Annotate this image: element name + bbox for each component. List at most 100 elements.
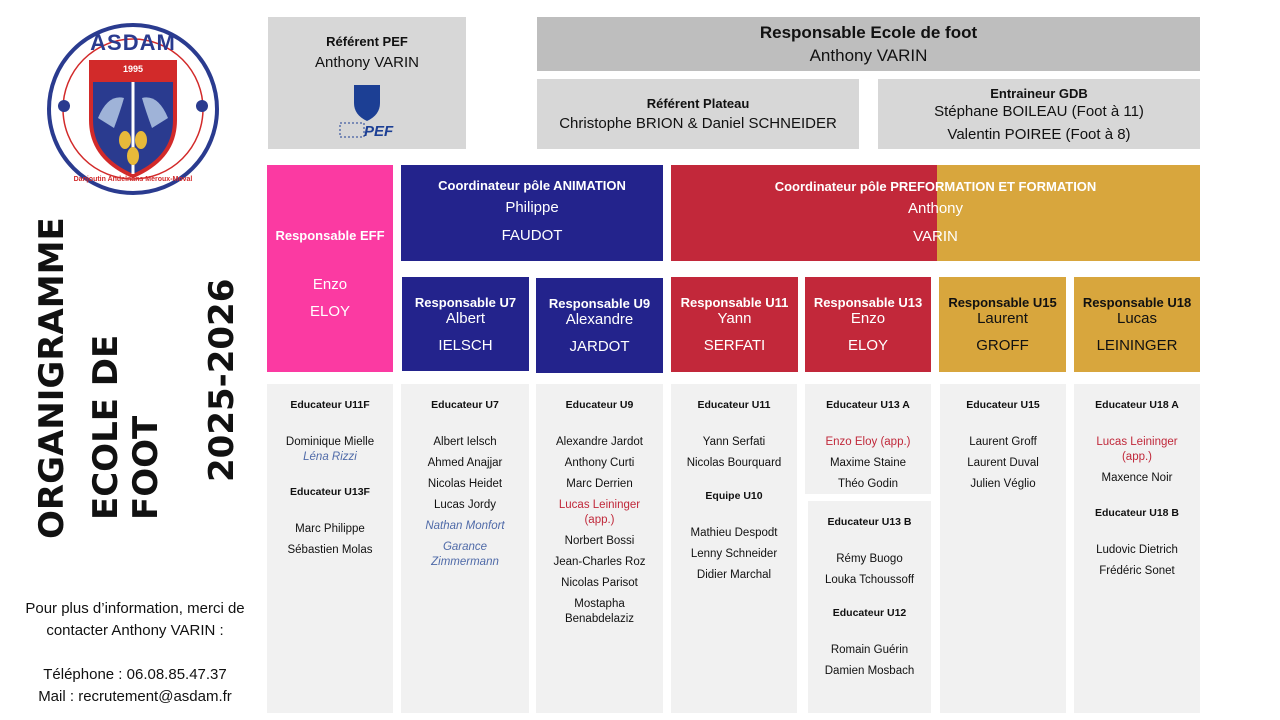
responsable-u11-role: Responsable U11 bbox=[680, 295, 789, 310]
educateur-u13f-name: Marc Philippe bbox=[295, 523, 365, 535]
educateur-u13a-name: Enzo Eloy (app.) bbox=[825, 436, 911, 448]
column-educateurs-u13a: Educateur U13 A Enzo Eloy (app.) Maxime … bbox=[805, 384, 931, 494]
box-responsable-u18: Responsable U18 Lucas LEININGER bbox=[1074, 277, 1200, 372]
educateur-u15-name: Laurent Duval bbox=[967, 457, 1039, 469]
responsable-u18-first: Lucas bbox=[1116, 310, 1158, 327]
entraineur-gdb-role: Entraineur GDB bbox=[990, 85, 1088, 101]
educateur-u11-name: Yann Serfati bbox=[702, 436, 766, 448]
box-referent-pef: Référent PEF Anthony VARIN FFF PEF bbox=[268, 17, 466, 149]
educateur-u9-name: Norbert Bossi bbox=[564, 535, 635, 547]
educateur-u7-title: Educateur U7 bbox=[431, 399, 499, 411]
responsable-u7-first: Albert bbox=[445, 309, 486, 327]
fff-shield-icon bbox=[339, 85, 380, 138]
responsable-u7-last: IELSCH bbox=[438, 336, 493, 354]
responsable-u7-role: Responsable U7 bbox=[414, 294, 517, 310]
title-organigramme: ORGANIGRAMME bbox=[32, 217, 72, 539]
column-educateurs-u13b-u12: Educateur U13 B Rémy Buogo Louka Tchouss… bbox=[808, 501, 931, 713]
pef-logo-text: PEF bbox=[364, 123, 394, 140]
educateur-u11f-name: Dominique Mielle bbox=[285, 436, 375, 448]
column-educateurs-u18: Educateur U18 A Lucas Leininger (app.) M… bbox=[1074, 384, 1200, 713]
educateur-u11f-name: Léna Rizzi bbox=[303, 451, 357, 463]
column-educateurs-u15: Educateur U15 Laurent Groff Laurent Duva… bbox=[940, 384, 1066, 713]
equipe-u10-name: Mathieu Despodt bbox=[690, 527, 778, 539]
pef-logo-fff: FFF bbox=[361, 111, 373, 117]
educateur-u15-name: Laurent Groff bbox=[969, 436, 1037, 448]
contact-intro-2: contacter Anthony VARIN : bbox=[46, 622, 224, 639]
responsable-eff-last: ELOY bbox=[309, 303, 351, 320]
responsable-u11-first: Yann bbox=[717, 310, 752, 327]
coord-preformation-last: VARIN bbox=[913, 228, 958, 245]
educateur-u7-name: Albert Ielsch bbox=[433, 436, 497, 448]
entraineur-gdb-line-2: Valentin POIREE (Foot à 8) bbox=[947, 125, 1131, 143]
title-season: 2025-2026 bbox=[202, 278, 242, 482]
responsable-u11-last: SERFATI bbox=[703, 337, 766, 354]
educateur-u9-name: Marc Derrien bbox=[566, 478, 633, 490]
responsable-u13-role: Responsable U13 bbox=[813, 295, 923, 310]
contact-intro-1: Pour plus d’information, merci de bbox=[25, 600, 245, 617]
responsable-u18-role: Responsable U18 bbox=[1082, 295, 1192, 310]
club-logo: ASDAM 1995 Danjoutin Andelnans Meroux-Mo… bbox=[46, 22, 220, 196]
referent-pef-role: Référent PEF bbox=[326, 34, 408, 49]
box-coordinateur-preformation: Coordinateur pôle PREFORMATION ET FORMAT… bbox=[671, 165, 1200, 261]
pef-logo: FFF PEF bbox=[336, 79, 398, 143]
educateur-u18a-title: Educateur U18 A bbox=[1095, 399, 1179, 411]
coord-animation-first: Philippe bbox=[505, 199, 559, 216]
box-responsable-eff: Responsable EFF Enzo ELOY bbox=[267, 165, 393, 372]
club-logo-name: ASDAM bbox=[90, 30, 176, 55]
educateur-u13b-name: Louka Tchoussoff bbox=[824, 574, 915, 586]
responsable-u9-last: JARDOT bbox=[569, 338, 630, 355]
educateur-u18a-name: Maxence Noir bbox=[1101, 472, 1173, 484]
educateur-u13a-name: Maxime Staine bbox=[829, 457, 907, 469]
contact-mail[interactable]: Mail : recrutement@asdam.fr bbox=[38, 688, 232, 705]
responsable-ecole-name: Anthony VARIN bbox=[809, 45, 928, 65]
coord-animation-last: FAUDOT bbox=[501, 227, 563, 244]
educateur-u18a-name: Lucas Leininger (app.) bbox=[1096, 436, 1178, 463]
educateur-u18b-title: Educateur U18 B bbox=[1094, 507, 1180, 519]
educateur-u18b-name: Ludovic Dietrich bbox=[1096, 544, 1178, 556]
educateur-u7-name: Garance Zimmermann bbox=[431, 541, 499, 568]
referent-plateau-name: Christophe BRION & Daniel SCHNEIDER bbox=[559, 115, 837, 132]
entraineur-gdb-line-1: Stéphane BOILEAU (Foot à 11) bbox=[934, 102, 1144, 120]
coord-animation-role: Coordinateur pôle ANIMATION bbox=[438, 178, 626, 193]
box-responsable-ecole: Responsable Ecole de foot Anthony VARIN bbox=[537, 17, 1200, 71]
responsable-ecole-role: Responsable Ecole de foot bbox=[759, 22, 978, 42]
educateur-u18b-name: Frédéric Sonet bbox=[1099, 565, 1175, 577]
educateur-u9-name: Nicolas Parisot bbox=[561, 577, 638, 589]
educateur-u11-title: Educateur U11 bbox=[697, 399, 771, 411]
title-ecole-de-foot: ECOLE DE FOOT bbox=[86, 334, 166, 520]
club-logo-motto: Danjoutin Andelnans Meroux-Moval bbox=[73, 176, 193, 183]
equipe-u10-name: Didier Marchal bbox=[696, 569, 772, 581]
responsable-u15-role: Responsable U15 bbox=[948, 295, 1057, 310]
educateur-u9-name: Mostapha Benabdelaziz bbox=[564, 598, 635, 625]
box-responsable-u15: Responsable U15 Laurent GROFF bbox=[939, 277, 1066, 372]
educateur-u12-name: Romain Guérin bbox=[830, 644, 909, 656]
club-logo-icon bbox=[47, 23, 219, 195]
contact-phone: Téléphone : 06.08.85.47.37 bbox=[43, 666, 227, 683]
responsable-u15-last: GROFF bbox=[976, 337, 1029, 354]
educateur-u11f-title: Educateur U11F bbox=[290, 399, 370, 411]
educateur-u9-title: Educateur U9 bbox=[565, 399, 634, 411]
responsable-u18-last: LEININGER bbox=[1096, 337, 1178, 354]
column-educateurs-u7: Educateur U7 Albert Ielsch Ahmed Anajjar… bbox=[401, 384, 529, 713]
box-responsable-u7: Responsable U7 Albert IELSCH bbox=[402, 277, 529, 371]
equipe-u10-title: Equipe U10 bbox=[705, 490, 763, 502]
coord-preformation-role: Coordinateur pôle PREFORMATION ET FORMAT… bbox=[774, 179, 1097, 194]
box-referent-plateau: Référent Plateau Christophe BRION & Dani… bbox=[537, 79, 859, 149]
column-educateurs-feminine: Educateur U11F Dominique Mielle Léna Riz… bbox=[267, 384, 393, 713]
responsable-u13-last: ELOY bbox=[847, 337, 889, 354]
educateur-u7-name: Nicolas Heidet bbox=[427, 478, 503, 490]
responsable-eff-first: Enzo bbox=[312, 276, 348, 293]
coord-preformation-first: Anthony bbox=[907, 200, 964, 217]
educateur-u13f-title: Educateur U13F bbox=[290, 486, 370, 498]
educateur-u9-name: Anthony Curti bbox=[564, 457, 635, 469]
box-responsable-u11: Responsable U11 Yann SERFATI bbox=[671, 277, 798, 372]
educateur-u9-name: Alexandre Jardot bbox=[556, 436, 643, 448]
educateur-u15-name: Julien Véglio bbox=[970, 478, 1036, 490]
educateur-u7-name: Nathan Monfort bbox=[425, 520, 505, 532]
educateur-u13b-title: Educateur U13 B bbox=[827, 516, 912, 528]
educateur-u9-name: Lucas Leininger (app.) bbox=[558, 499, 641, 526]
educateur-u7-name: Lucas Jordy bbox=[433, 499, 496, 511]
educateur-u13a-name: Théo Godin bbox=[837, 478, 899, 490]
educateur-u9-name: Jean-Charles Roz bbox=[553, 556, 646, 568]
educateur-u13a-title: Educateur U13 A bbox=[826, 399, 910, 411]
